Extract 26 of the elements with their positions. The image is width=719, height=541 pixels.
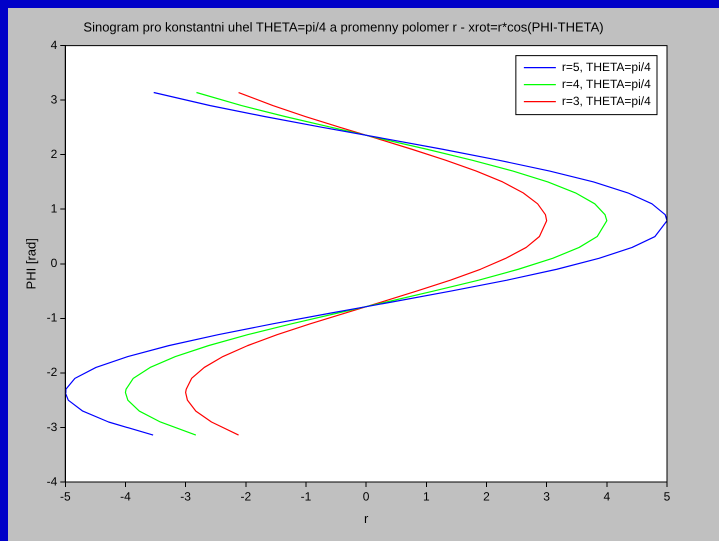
x-tick-label: -3 xyxy=(180,490,192,504)
y-tick-label: 2 xyxy=(50,147,58,162)
x-tick-label: -2 xyxy=(240,490,252,504)
legend-label: r=3, THETA=pi/4 xyxy=(562,94,652,108)
y-tick-label: 0 xyxy=(50,256,58,270)
legend-label: r=4, THETA=pi/4 xyxy=(562,76,652,91)
x-tick-label: -5 xyxy=(60,490,71,504)
x-tick-label: -4 xyxy=(120,490,132,504)
y-axis-title: PHI [rad] xyxy=(23,238,38,290)
legend-label: r=5, THETA=pi/4 xyxy=(562,60,652,74)
chart-title: Sinogram pro konstantni uhel THETA=pi/4 a promenny polomer r - xrot=r*cos(PHI-THETA) xyxy=(83,19,604,34)
x-tick-label: -1 xyxy=(300,490,312,504)
x-tick-label: 2 xyxy=(483,490,490,504)
x-tick-label: 4 xyxy=(603,490,610,504)
x-tick-label: 3 xyxy=(543,490,550,504)
x-axis-title: r xyxy=(364,510,369,526)
y-tick-label: 1 xyxy=(50,202,58,216)
y-tick-label: -4 xyxy=(46,474,58,488)
y-tick-label: 3 xyxy=(50,92,58,106)
y-tick-label: -2 xyxy=(46,365,58,380)
y-tick-label: -3 xyxy=(46,420,58,434)
y-tick-label: -1 xyxy=(46,310,58,325)
y-tick-label: 4 xyxy=(50,38,58,52)
x-tick-label: 5 xyxy=(664,490,671,504)
x-tick-label: 1 xyxy=(422,490,430,504)
x-tick-label: 0 xyxy=(362,490,370,504)
